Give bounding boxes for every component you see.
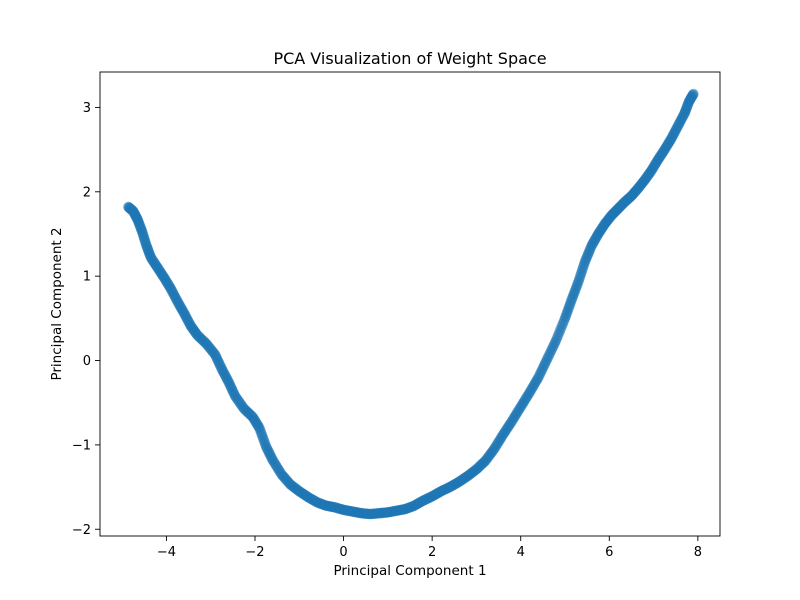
x-tick-label: −4 — [157, 545, 176, 560]
axes-frame — [99, 71, 721, 537]
axes-background — [100, 72, 720, 536]
y-axis-ticks: −2 −1 0 1 2 3 — [72, 101, 100, 538]
x-tick-label: 8 — [694, 545, 702, 560]
scatter-point — [688, 88, 699, 100]
y-tick-label: 1 — [83, 270, 91, 285]
x-tick-label: −2 — [245, 545, 264, 560]
x-axis-label: Principal Component 1 — [333, 563, 486, 579]
x-axis-ticks: −4 −2 0 2 4 6 8 — [157, 536, 702, 560]
y-tick-label: 0 — [83, 354, 91, 369]
x-tick-label: 6 — [605, 545, 613, 560]
x-tick-label: 0 — [339, 545, 347, 560]
y-tick-label: 2 — [83, 185, 91, 200]
chart-title: PCA Visualization of Weight Space — [273, 49, 546, 68]
y-axis-label: Principal Component 2 — [49, 227, 65, 380]
y-tick-label: −1 — [72, 438, 91, 453]
x-tick-label: 2 — [428, 545, 436, 560]
scatter-points — [123, 88, 699, 520]
y-tick-label: −2 — [72, 523, 91, 538]
x-tick-label: 4 — [517, 545, 525, 560]
y-tick-label: 3 — [83, 101, 91, 116]
